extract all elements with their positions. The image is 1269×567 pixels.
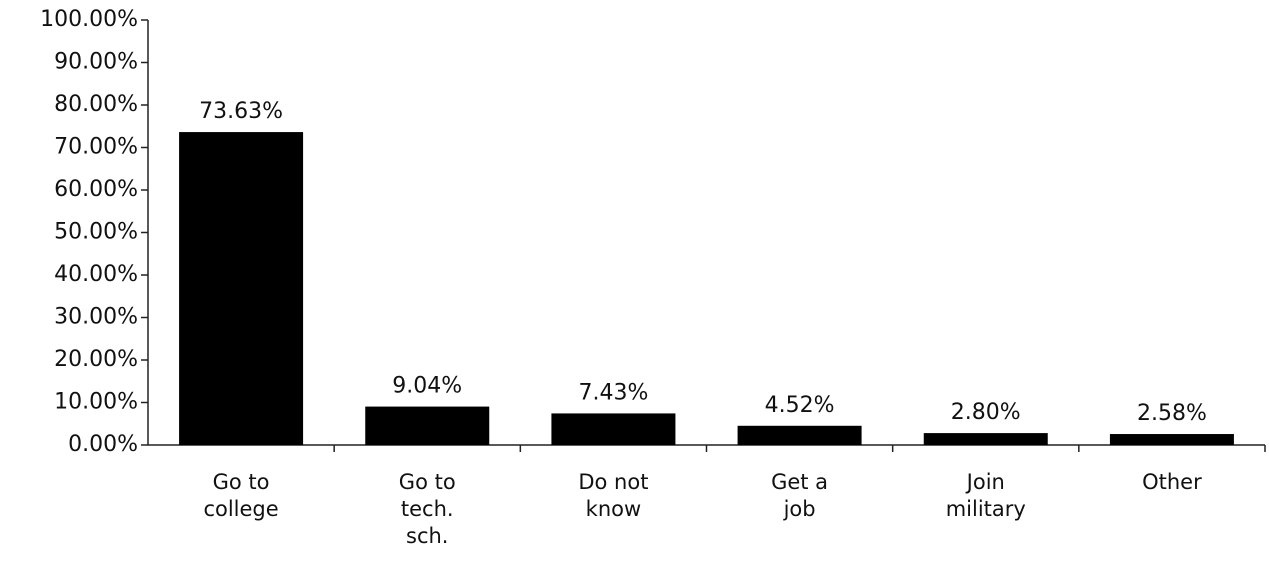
data-label: 2.80% [951, 400, 1021, 425]
data-label: 7.43% [578, 380, 648, 405]
data-label: 73.63% [199, 99, 283, 124]
bar [179, 132, 304, 445]
data-label: 9.04% [392, 374, 462, 399]
data-label: 2.58% [1137, 401, 1207, 426]
bar [1109, 434, 1234, 445]
x-tick-label: Get a job [771, 470, 829, 521]
bar [923, 433, 1048, 445]
y-tick-label: 90.00% [54, 50, 138, 75]
data-label: 4.52% [765, 393, 835, 418]
y-tick-label: 70.00% [54, 135, 138, 160]
bar [365, 406, 490, 445]
y-tick-label: 100.00% [40, 7, 138, 32]
y-tick-label: 60.00% [54, 177, 138, 202]
y-tick-label: 10.00% [54, 390, 138, 415]
x-tick-label: Other [1142, 470, 1202, 494]
bar [737, 425, 862, 445]
y-tick-label: 50.00% [54, 220, 138, 245]
y-tick-label: 80.00% [54, 92, 138, 117]
x-tick-label: Go to college [203, 470, 279, 521]
bar [551, 413, 676, 445]
x-tick-label: Do not know [578, 470, 649, 521]
y-tick-label: 0.00% [68, 432, 138, 457]
y-tick-label: 20.00% [54, 347, 138, 372]
y-tick-label: 40.00% [54, 262, 138, 287]
y-tick-label: 30.00% [54, 305, 138, 330]
x-tick-label: Join military [945, 470, 1026, 521]
x-tick-label: Go to tech. sch. [398, 470, 456, 548]
